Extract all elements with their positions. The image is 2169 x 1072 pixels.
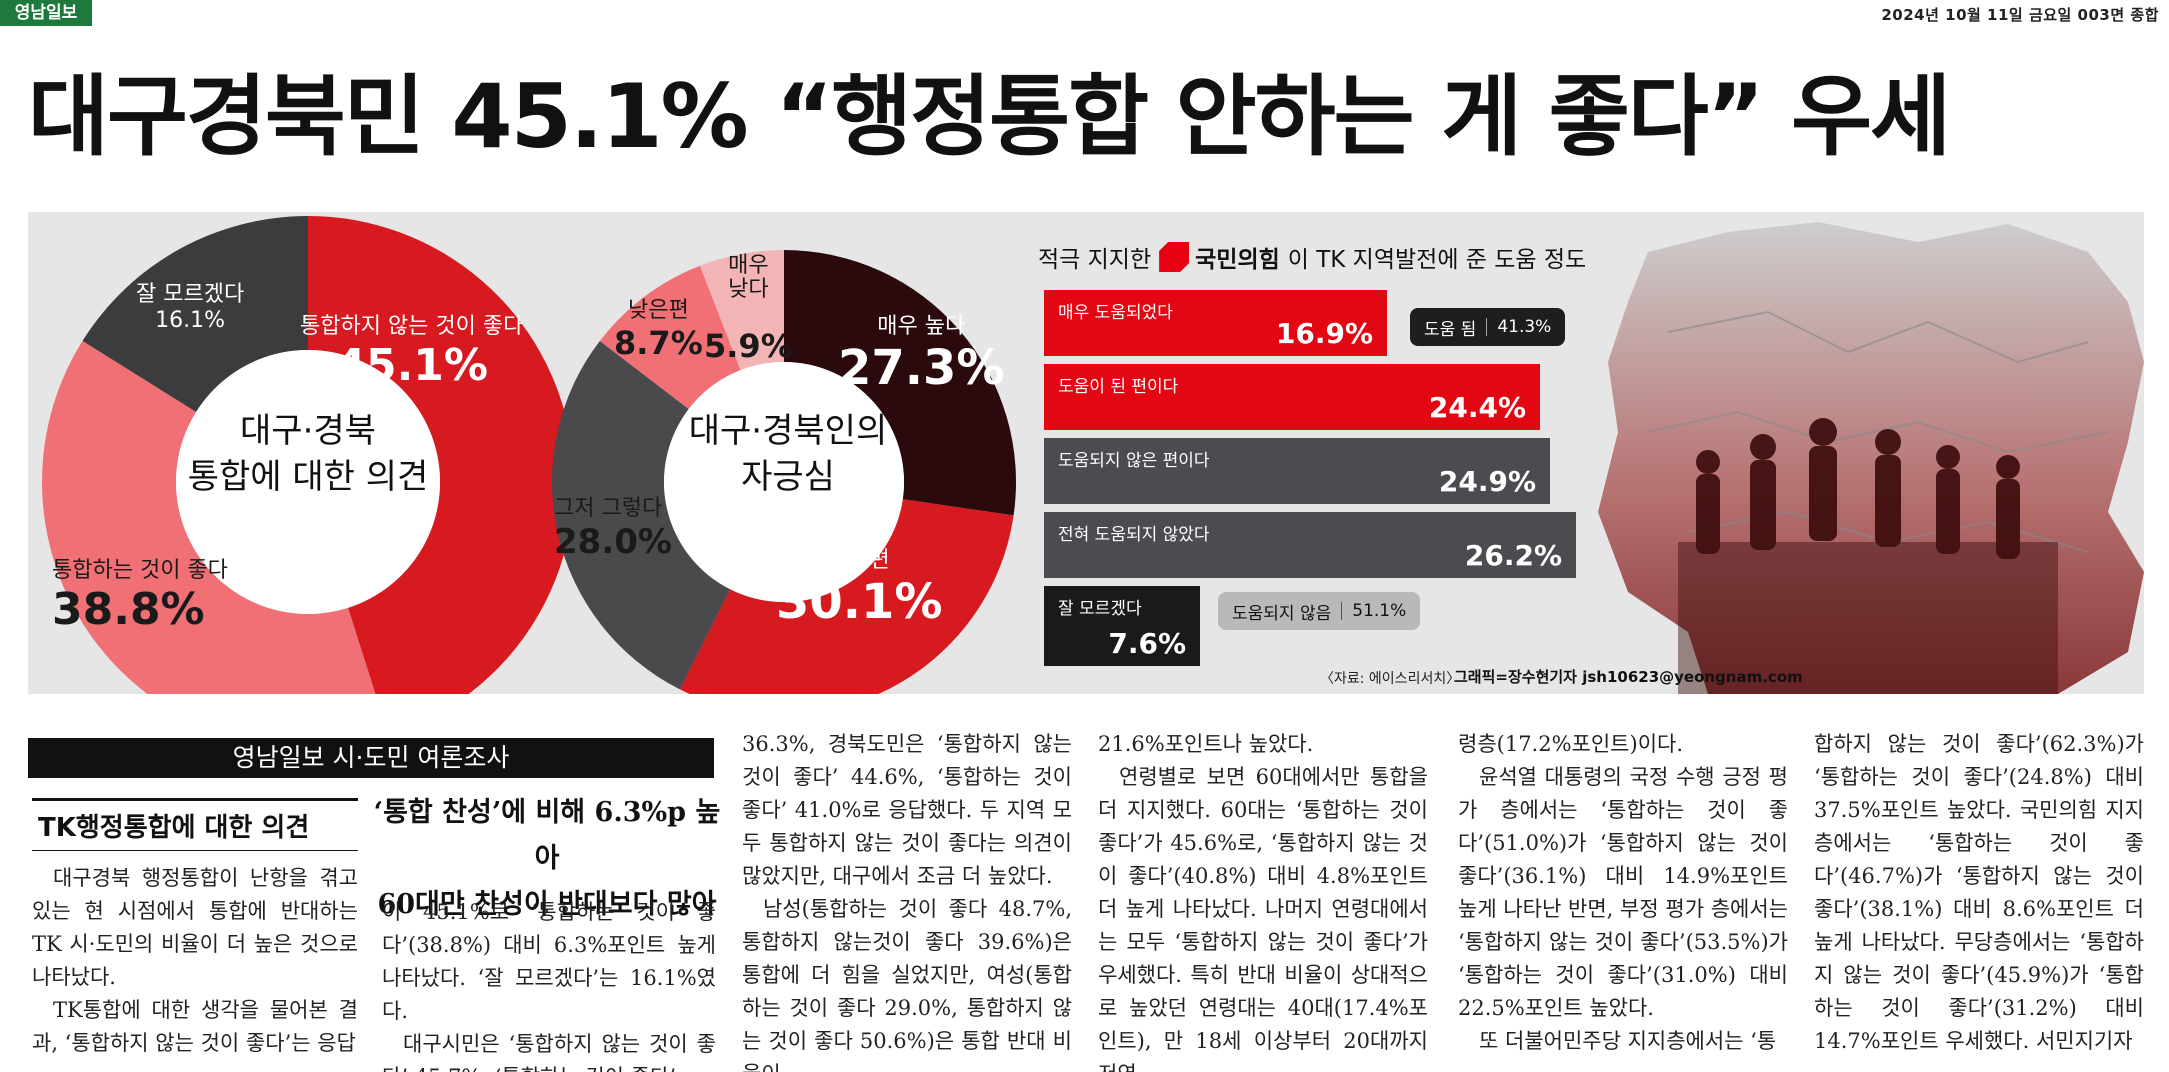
donut2-label-neutral: 그저 그렇다 28.0% xyxy=(554,496,672,562)
bar-unsure: 잘 모르겠다 7.6% xyxy=(1044,586,1200,666)
article-callout: ‘통합 찬성’에 비해 6.3%p 높아 60대만 찬성이 반대보다 많아 xyxy=(373,797,721,920)
donut2-label-low: 낮은편 8.7% xyxy=(614,298,703,362)
donut1-slice-2 xyxy=(82,216,308,412)
bar-chart-title: 적극 지지한 국민의힘 이 TK 지역발전에 준 도움 정도 xyxy=(1038,240,1586,274)
donut2-slice-3 xyxy=(599,265,741,410)
infographic: 대구·경북 통합에 대한 의견 통합하지 않는 것이 좋다 45.1% 통합하는… xyxy=(28,212,2144,694)
donut1-label-unsure: 잘 모르겠다 16.1% xyxy=(136,282,245,333)
bar-somewhat-helpful: 도움이 된 편이다 24.4% xyxy=(1044,364,1540,430)
donut1-center xyxy=(176,350,440,614)
article-column-4: 21.6%포인트나 높았다. 연령별로 보면 60대에서만 통합을 더 지지했다… xyxy=(1098,732,1428,1072)
dateline: 2024년 10월 11일 금요일 003면 종합 xyxy=(1881,6,2159,24)
nohelp-total-badge: 도움되지 않음 51.1% xyxy=(1218,592,1421,630)
article-column-1: 대구경북 행정통합이 난항을 겪고 있는 현 시점에서 통합에 반대하는 TK … xyxy=(32,866,358,1055)
graphic-credit: 그래픽=장수현기자 jsh10623@yeongnam.com xyxy=(1454,668,1803,686)
donut1-center-label: 대구·경북 통합에 대한 의견 xyxy=(187,411,429,497)
donut2-slice-0 xyxy=(784,250,1016,516)
article-subhead: TK행정통합에 대한 의견 xyxy=(32,798,358,851)
donut2-label-very-high: 매우 높다 27.3% xyxy=(838,314,1005,396)
donut2-label-high: 높은편 30.1% xyxy=(776,548,943,630)
section-banner: 영남일보 시·도민 여론조사 xyxy=(28,738,714,778)
donut2-slice-4 xyxy=(699,250,784,371)
newspaper-logo: 영남일보 xyxy=(0,0,92,26)
article-column-3: 36.3%, 경북도민은 ‘통합하지 않는 것이 좋다’ 44.6%, ‘통합하… xyxy=(742,732,1072,1072)
donut2-slice-2 xyxy=(551,340,731,690)
help-total-badge: 도움 됨 41.3% xyxy=(1410,308,1566,346)
donut2-center-label: 대구·경북인의 자긍심 xyxy=(688,411,888,497)
bar-very-helpful: 매우 도움되었다 16.9% xyxy=(1044,290,1387,356)
article-column-2: 이 45.1%로 ‘통합하는 것이 좋다’(38.8%) 대비 6.3%포인트 … xyxy=(382,900,716,1072)
headline: 대구경북민 45.1% “행정통합 안하는 게 좋다” 우세 xyxy=(28,65,1951,168)
article-column-6: 합하지 않는 것이 좋다’(62.3%)가 ‘통합하는 것이 좋다’(24.8%… xyxy=(1814,732,2144,1053)
donut2-label-very-low: 매우 낮다 5.9% xyxy=(704,253,793,366)
donut-charts xyxy=(42,216,1016,694)
donut1-slice-1 xyxy=(42,340,376,694)
donut2-slice-1 xyxy=(679,499,1014,694)
article-column-5: 령층(17.2%포인트)이다. 윤석열 대통령의 국정 수행 긍정 평가 층에서… xyxy=(1458,732,1788,1053)
donut1-label-support: 통합하는 것이 좋다 38.8% xyxy=(52,558,228,635)
donut1-slice-0 xyxy=(308,216,574,694)
donut2-center xyxy=(664,362,904,602)
donut1-label-oppose: 통합하지 않는 것이 좋다 45.1% xyxy=(300,314,524,391)
data-source: 〈자료: 에이스리서치〉 xyxy=(1320,671,1461,687)
party-logo-icon xyxy=(1159,242,1190,272)
bar-not-helpful: 전혀 도움되지 않았다 26.2% xyxy=(1044,512,1576,578)
map-silhouette-illustration xyxy=(1598,222,2144,694)
bar-somewhat-unhelpful: 도움되지 않은 편이다 24.9% xyxy=(1044,438,1550,504)
